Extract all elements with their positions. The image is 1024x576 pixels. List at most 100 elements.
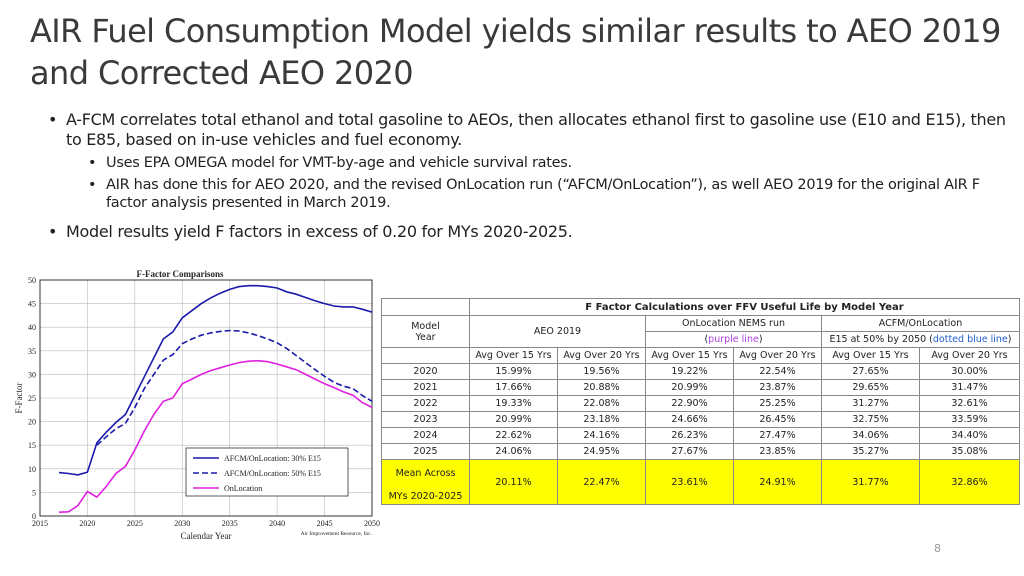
chart-credit: Air Improvement Resource, Inc. xyxy=(301,531,373,537)
x-tick-label: 2045 xyxy=(317,519,333,528)
table-cell: 19.56% xyxy=(557,363,646,380)
mean-cell: 23.61% xyxy=(645,459,734,505)
mean-label: Mean Across MYs 2020-2025 xyxy=(381,459,470,505)
subheader-cell: Avg Over 15 Yrs xyxy=(821,347,920,364)
table-cell: 24.95% xyxy=(557,443,646,460)
row-year: 2020 xyxy=(381,363,470,380)
chart-title: F-Factor Comparisons xyxy=(136,269,224,279)
table-cell: 35.27% xyxy=(821,443,920,460)
table-row: 2025 24.06% 24.95% 27.67% 23.85% 35.27% … xyxy=(381,443,1020,460)
table-cell: 31.47% xyxy=(919,379,1020,396)
mean-cell: 24.91% xyxy=(733,459,822,505)
x-tick-label: 2025 xyxy=(127,519,143,528)
mean-cell: 31.77% xyxy=(821,459,920,505)
x-tick-label: 2040 xyxy=(269,519,285,528)
table-cell: 20.88% xyxy=(557,379,646,396)
series-line-2 xyxy=(96,329,373,446)
y-tick-label: 40 xyxy=(28,323,36,332)
f-factor-table: F Factor Calculations over FFV Useful Li… xyxy=(381,298,1020,505)
table-cell: 34.40% xyxy=(919,427,1020,444)
plot-frame xyxy=(39,279,373,517)
sub-bullet-aeo: AIR has done this for AEO 2020, and the … xyxy=(88,176,1008,212)
table-row: 2021 17.66% 20.88% 20.99% 23.87% 29.65% … xyxy=(381,379,1020,396)
y-tick-label: 20 xyxy=(28,418,36,427)
x-tick-label: 2020 xyxy=(79,519,95,528)
mean-cell: 22.47% xyxy=(557,459,646,505)
series-line-1 xyxy=(58,284,373,476)
x-tick-label: 2050 xyxy=(364,519,380,528)
subheader-cell: Avg Over 20 Yrs xyxy=(733,347,822,364)
table-cell: 26.45% xyxy=(733,411,822,428)
mean-label-line2: MYs 2020-2025 xyxy=(388,491,463,502)
row-year: 2025 xyxy=(381,443,470,460)
x-tick-label: 2030 xyxy=(174,519,190,528)
header-onlocation: OnLocation NEMS run xyxy=(645,315,822,332)
paren-open: ( xyxy=(704,334,709,345)
subheader-cell: Avg Over 20 Yrs xyxy=(919,347,1020,364)
mean-cell: 20.11% xyxy=(469,459,558,505)
x-tick-label: 2035 xyxy=(222,519,238,528)
table-cell: 15.99% xyxy=(469,363,558,380)
table-cell: 23.85% xyxy=(733,443,822,460)
bullet-afcm: A-FCM correlates total ethanol and total… xyxy=(48,110,1008,150)
table-cell: 23.18% xyxy=(557,411,646,428)
bullet-list: A-FCM correlates total ethanol and total… xyxy=(48,110,1008,246)
table-cell: 22.90% xyxy=(645,395,734,412)
acfm-sub-post: ) xyxy=(1007,334,1012,345)
header-onlocation-sub: (purple line) xyxy=(645,331,822,348)
acfm-sub-pre: E15 at 50% by 2050 ( xyxy=(829,334,933,345)
y-tick-label: 45 xyxy=(28,300,36,309)
table-cell: 22.62% xyxy=(469,427,558,444)
legend-label: AFCM/OnLocation: 50% E15 xyxy=(224,469,321,478)
y-tick-label: 10 xyxy=(28,465,36,474)
header-aeo-2019: AEO 2019 xyxy=(469,315,646,348)
row-year: 2022 xyxy=(381,395,470,412)
series-line-3 xyxy=(58,359,373,513)
table-cell: 29.65% xyxy=(821,379,920,396)
y-tick-label: 5 xyxy=(32,488,36,497)
y-tick-label: 50 xyxy=(28,276,36,285)
header-model-year: Model Year xyxy=(381,315,470,348)
table-cell: 23.87% xyxy=(733,379,822,396)
table-cell: 20.99% xyxy=(645,379,734,396)
table-cell: 31.27% xyxy=(821,395,920,412)
y-tick-label: 0 xyxy=(32,512,36,521)
table-cell: 19.22% xyxy=(645,363,734,380)
chart-legend: AFCM/OnLocation: 30% E15 AFCM/OnLocation:… xyxy=(185,447,349,497)
row-year: 2024 xyxy=(381,427,470,444)
header-model: Model xyxy=(411,320,440,332)
x-tick-label: 2015 xyxy=(32,519,48,528)
table-row: 2023 20.99% 23.18% 24.66% 26.45% 32.75% … xyxy=(381,411,1020,428)
table-row: 2022 19.33% 22.08% 22.90% 25.25% 31.27% … xyxy=(381,395,1020,412)
y-tick-label: 15 xyxy=(28,441,36,450)
table-cell: 34.06% xyxy=(821,427,920,444)
bullet-results: Model results yield F factors in excess … xyxy=(48,222,1008,242)
table-cell: 22.54% xyxy=(733,363,822,380)
subheader-cell: Avg Over 20 Yrs xyxy=(557,347,646,364)
mean-label-line1: Mean Across xyxy=(395,468,456,479)
table-cell: 19.33% xyxy=(469,395,558,412)
y-tick-label: 35 xyxy=(28,347,36,356)
legend-label: AFCM/OnLocation: 30% E15 xyxy=(224,454,321,463)
page-number: 8 xyxy=(934,542,941,555)
row-year: 2023 xyxy=(381,411,470,428)
y-tick-label: 25 xyxy=(28,394,36,403)
table-cell: 24.16% xyxy=(557,427,646,444)
table-title: F Factor Calculations over FFV Useful Li… xyxy=(469,298,1020,316)
dotted-blue-line-label: dotted blue line xyxy=(932,334,1008,345)
subheader-cell: Avg Over 15 Yrs xyxy=(469,347,558,364)
table-cell: 20.99% xyxy=(469,411,558,428)
y-axis-label: F-Factor xyxy=(14,383,24,414)
table-row: 2020 15.99% 19.56% 19.22% 22.54% 27.65% … xyxy=(381,363,1020,380)
table-cell: 26.23% xyxy=(645,427,734,444)
x-axis-ticks: 2015 2020 2025 2030 2035 2040 2045 2050 xyxy=(32,519,380,528)
table-cell: 32.75% xyxy=(821,411,920,428)
y-axis-ticks: 0 5 10 15 20 25 30 35 40 45 50 xyxy=(28,276,36,521)
subheader-cell: Avg Over 15 Yrs xyxy=(645,347,734,364)
table-cell: 27.47% xyxy=(733,427,822,444)
table-cell: 27.67% xyxy=(645,443,734,460)
legend-label: OnLocation xyxy=(224,484,262,493)
table-cell: 24.66% xyxy=(645,411,734,428)
header-acfm-sub: E15 at 50% by 2050 (dotted blue line) xyxy=(821,331,1020,348)
table-cell: 35.08% xyxy=(919,443,1020,460)
